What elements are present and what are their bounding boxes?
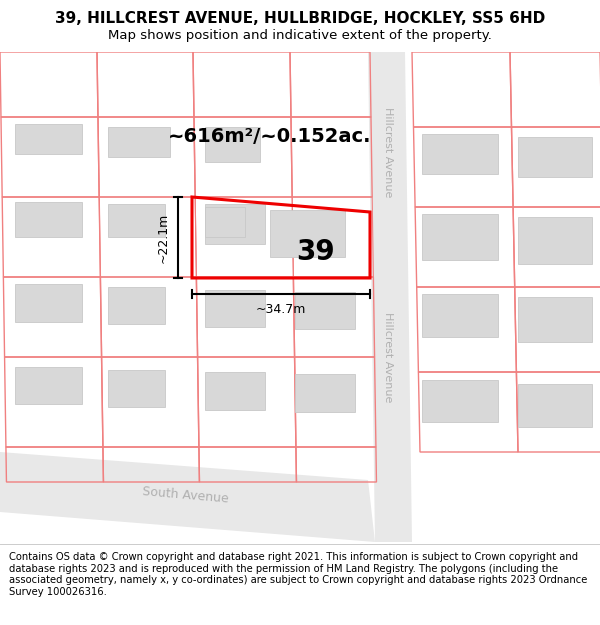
Text: Hillcrest Avenue: Hillcrest Avenue <box>383 107 393 197</box>
Polygon shape <box>15 202 82 237</box>
Polygon shape <box>518 217 592 264</box>
Polygon shape <box>270 210 345 257</box>
Polygon shape <box>205 127 260 162</box>
Polygon shape <box>295 292 355 329</box>
Polygon shape <box>205 372 265 410</box>
Polygon shape <box>295 374 355 412</box>
Text: Hillcrest Avenue: Hillcrest Avenue <box>383 312 393 402</box>
Text: Map shows position and indicative extent of the property.: Map shows position and indicative extent… <box>108 29 492 42</box>
Text: ~22.1m: ~22.1m <box>157 213 170 262</box>
Polygon shape <box>205 207 245 237</box>
Text: South Avenue: South Avenue <box>141 485 229 505</box>
Polygon shape <box>518 297 592 342</box>
Polygon shape <box>368 52 412 542</box>
Polygon shape <box>422 134 498 174</box>
Text: ~616m²/~0.152ac.: ~616m²/~0.152ac. <box>168 127 372 146</box>
Polygon shape <box>108 127 170 157</box>
Polygon shape <box>422 294 498 337</box>
Text: 39, HILLCREST AVENUE, HULLBRIDGE, HOCKLEY, SS5 6HD: 39, HILLCREST AVENUE, HULLBRIDGE, HOCKLE… <box>55 11 545 26</box>
Text: 39: 39 <box>296 238 334 266</box>
Polygon shape <box>518 137 592 177</box>
Polygon shape <box>205 290 265 327</box>
Polygon shape <box>0 452 375 542</box>
Polygon shape <box>422 214 498 260</box>
Polygon shape <box>108 370 165 407</box>
Text: ~34.7m: ~34.7m <box>256 303 306 316</box>
Polygon shape <box>108 287 165 324</box>
Polygon shape <box>422 380 498 422</box>
Text: Contains OS data © Crown copyright and database right 2021. This information is : Contains OS data © Crown copyright and d… <box>9 552 587 597</box>
Polygon shape <box>15 367 82 404</box>
Polygon shape <box>518 384 592 427</box>
Polygon shape <box>15 124 82 154</box>
Polygon shape <box>205 204 265 244</box>
Polygon shape <box>108 204 165 237</box>
Polygon shape <box>15 284 82 322</box>
